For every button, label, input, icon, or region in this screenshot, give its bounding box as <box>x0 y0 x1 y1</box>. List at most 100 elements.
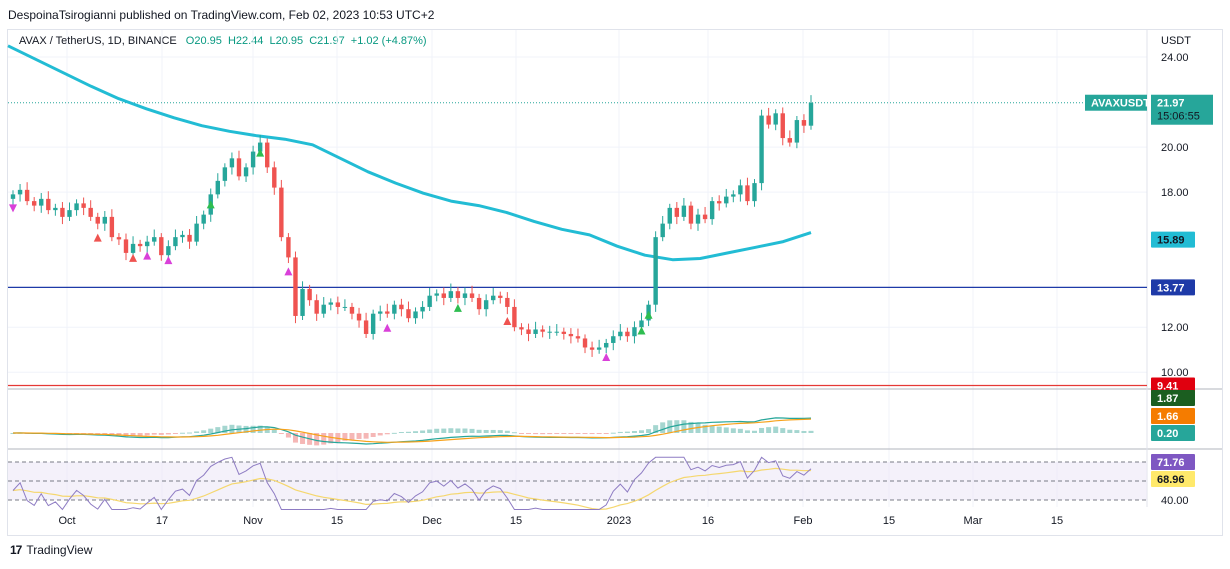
macd-histogram-bar <box>165 433 171 435</box>
candle-body <box>582 338 588 348</box>
signal-triangle-marker <box>129 253 138 262</box>
signal-triangle-marker <box>453 303 462 312</box>
moving-average-line <box>7 44 812 262</box>
macd-histogram-bar <box>603 433 609 434</box>
macd-histogram-bar <box>398 432 404 434</box>
support-level-tag-bg <box>1151 279 1195 296</box>
candle-body <box>547 331 552 333</box>
tradingview-footer[interactable]: 17 TradingView <box>10 543 92 557</box>
y-tick-label: 20.00 <box>1161 142 1189 154</box>
symbol-tag: AVAXUSDT <box>1091 98 1150 110</box>
candle-body <box>505 297 510 307</box>
signal-markers <box>9 148 653 361</box>
candle-body <box>102 216 108 224</box>
signal-triangle-marker <box>637 326 646 335</box>
candle-body <box>759 115 764 184</box>
rsi-ma-value-tag: 68.96 <box>1157 474 1185 486</box>
candle-body <box>293 257 298 316</box>
macd-histogram-bar <box>709 425 715 433</box>
symbol-name[interactable]: AVAX / TetherUS, 1D, BINANCE <box>19 35 177 47</box>
candle-body <box>611 336 616 343</box>
macd-histogram-bar <box>300 433 306 444</box>
macd-histogram-bar <box>759 427 765 433</box>
histogram-value-tag-bg <box>1151 425 1195 441</box>
candle-body <box>674 207 680 217</box>
candle-body <box>589 347 595 350</box>
tradingview-logo-icon: 17 <box>10 543 22 557</box>
candle-body <box>745 185 750 202</box>
candle-body <box>229 158 235 168</box>
macd-histogram-bar <box>455 428 461 433</box>
macd-histogram-bar <box>179 432 185 434</box>
candle-body <box>272 167 277 188</box>
resistance-level-tag: 9.41 <box>1157 381 1178 393</box>
candle-body <box>130 243 136 253</box>
legend-high: H22.44 <box>227 35 264 47</box>
candle-body <box>406 309 411 319</box>
signal-triangle-marker <box>602 352 611 361</box>
macd-histogram-bar <box>533 433 539 435</box>
signal-value-tag-bg <box>1151 408 1195 424</box>
candle-body <box>173 237 178 247</box>
rsi-value-tag-bg <box>1151 454 1195 470</box>
candle-body <box>716 201 722 204</box>
macd-histogram-bar <box>201 430 207 433</box>
signal-triangle-marker <box>93 233 102 242</box>
macd-histogram-bar <box>631 431 637 433</box>
macd-histogram-bar <box>660 422 666 433</box>
macd-histogram-bar <box>702 424 708 433</box>
candle-body <box>385 311 390 314</box>
x-tick-label: Mar <box>964 515 983 527</box>
x-tick-label: 15 <box>510 515 522 527</box>
candle-body <box>46 198 51 211</box>
resistance-level-tag-bg <box>1151 377 1195 394</box>
symbol-legend: AVAX / TetherUS, 1D, BINANCE O20.95 H22.… <box>19 35 430 47</box>
macd-histogram-bar <box>794 430 800 433</box>
candle-body <box>363 320 369 334</box>
candle-body <box>67 210 72 217</box>
macd-histogram-bar <box>752 430 758 433</box>
macd-histogram-bar <box>483 429 489 433</box>
candle-body <box>152 237 157 242</box>
candle-body <box>709 201 715 220</box>
macd-histogram-bar <box>787 429 793 433</box>
candle-body <box>568 333 574 337</box>
macd-histogram-bar <box>639 430 645 433</box>
candle-body <box>455 291 461 298</box>
x-tick-label: Dec <box>422 515 442 527</box>
candle-body <box>201 214 206 224</box>
macd-value-tag-bg <box>1151 390 1195 406</box>
rsi-tick-label: 40.00 <box>1161 495 1189 507</box>
candle-body <box>243 167 249 177</box>
x-tick-label: 17 <box>156 515 168 527</box>
candle-body <box>752 183 757 202</box>
candle-body <box>95 216 100 224</box>
macd-histogram-bar <box>243 425 249 433</box>
rsi-ma-value-tag-bg <box>1151 471 1195 487</box>
candle-body <box>116 237 122 240</box>
candle-body <box>766 115 771 125</box>
candle-body <box>60 207 65 217</box>
macd-histogram-bar <box>420 430 426 433</box>
candle-body <box>526 329 531 334</box>
signal-triangle-marker <box>503 316 512 325</box>
macd-histogram-bar <box>292 433 298 443</box>
legend-close: C21.97 <box>309 35 345 47</box>
candle-body <box>123 239 129 253</box>
x-tick-label: Nov <box>243 515 263 527</box>
candle-body <box>434 293 439 296</box>
candle-body <box>187 234 192 242</box>
candle-body <box>533 329 538 334</box>
rsi-value-tag: 71.76 <box>1157 457 1185 469</box>
macd-histogram-bar <box>688 421 694 433</box>
macd-histogram-bar <box>144 433 150 436</box>
signal-triangle-marker <box>256 148 265 157</box>
signal-triangle-marker <box>143 251 152 260</box>
candle-body <box>257 142 263 152</box>
signal-triangle-marker <box>644 310 653 319</box>
legend-low: L20.95 <box>269 35 304 47</box>
macd-histogram-bar <box>526 433 532 434</box>
candle-body <box>307 288 312 301</box>
candle-body <box>681 205 687 217</box>
